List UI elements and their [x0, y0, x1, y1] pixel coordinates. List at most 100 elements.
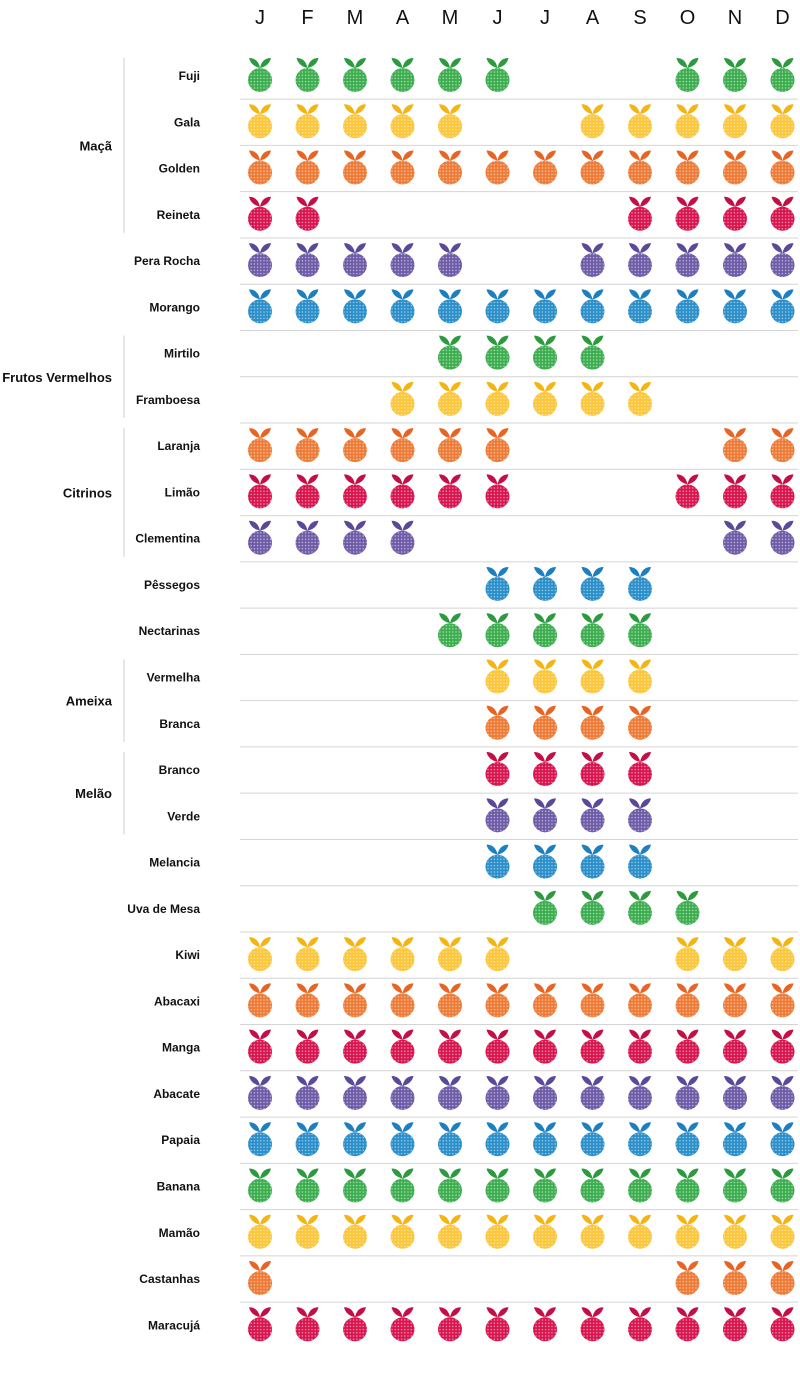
fruit-texture	[628, 669, 652, 694]
fruit-mark	[438, 1214, 462, 1249]
fruit-leaf	[450, 104, 461, 115]
fruit-leaf	[534, 983, 545, 994]
fruit-texture	[723, 68, 747, 92]
fruit-mark	[343, 937, 367, 972]
fruit-leaf	[687, 150, 699, 161]
fruit-texture	[770, 299, 795, 324]
fruit-mark	[723, 196, 747, 231]
fruit-leaf	[307, 1307, 319, 1318]
fruit-leaf	[581, 844, 593, 855]
fruit-texture	[485, 1178, 510, 1203]
fruit-leaf	[391, 937, 403, 948]
fruit-leaf	[439, 1168, 450, 1179]
fruit-leaf	[450, 243, 461, 254]
row-label: Maracujá	[148, 1318, 200, 1332]
fruit-texture	[343, 253, 367, 278]
fruit-leaf	[592, 613, 604, 624]
fruit-leaf	[640, 752, 651, 763]
fruit-leaf	[391, 983, 403, 994]
fruit-mark	[248, 243, 272, 278]
fruit-leaf	[687, 1122, 699, 1133]
fruit-leaf	[771, 1261, 783, 1272]
fruit-texture	[390, 391, 415, 416]
fruit-leaf	[545, 890, 556, 901]
group-label: Maçã	[79, 138, 112, 153]
fruit-texture	[438, 1178, 462, 1203]
fruit-leaf	[260, 428, 271, 439]
fruit-leaf	[640, 1122, 651, 1133]
fruit-leaf	[249, 1029, 260, 1040]
fruit-leaf	[640, 381, 651, 392]
fruit-leaf	[545, 566, 556, 577]
fruit-mark	[770, 983, 795, 1018]
fruit-leaf	[497, 983, 509, 994]
fruit-mark	[343, 289, 367, 324]
fruit-texture	[628, 1039, 652, 1064]
fruit-texture	[628, 762, 652, 787]
fruit-leaf	[344, 150, 355, 161]
fruit-leaf	[534, 289, 545, 300]
fruit-leaf	[771, 474, 783, 485]
fruit-leaf	[640, 289, 651, 300]
fruit-leaf	[307, 474, 319, 485]
fruit-mark	[770, 1168, 795, 1203]
row-label: Morango	[149, 300, 200, 314]
fruit-mark	[628, 196, 652, 231]
fruit-leaf	[534, 381, 545, 392]
fruit-leaf	[391, 474, 403, 485]
fruit-leaf	[439, 150, 450, 161]
fruit-leaf	[355, 937, 366, 948]
fruit-leaf	[307, 58, 319, 68]
fruit-leaf	[534, 566, 545, 577]
fruit-leaf	[486, 705, 498, 716]
fruit-leaf	[687, 474, 699, 485]
fruit-texture	[343, 68, 367, 92]
fruit-leaf	[355, 520, 366, 531]
fruit-texture	[723, 530, 747, 555]
fruit-mark	[675, 983, 700, 1018]
fruit-texture	[628, 1224, 652, 1249]
fruit-texture	[343, 160, 367, 185]
fruit-leaf	[592, 150, 604, 161]
fruit-leaf	[676, 243, 688, 254]
fruit-leaf	[676, 937, 688, 948]
fruit-mark	[295, 1307, 320, 1342]
month-label: D	[775, 7, 789, 29]
fruit-leaf	[307, 428, 319, 439]
fruit-leaf	[497, 381, 509, 392]
fruit-mark	[723, 937, 747, 972]
fruit-texture	[343, 1224, 367, 1249]
fruit-texture	[533, 854, 557, 879]
fruit-texture	[485, 1085, 510, 1110]
fruit-mark	[675, 150, 700, 185]
fruit-mark	[248, 1261, 272, 1296]
fruit-leaf	[439, 1307, 450, 1318]
fruit-texture	[580, 854, 605, 879]
fruit-texture	[675, 68, 700, 92]
fruit-texture	[295, 114, 320, 139]
fruit-mark	[343, 243, 367, 278]
fruit-leaf	[687, 1214, 699, 1225]
fruit-texture	[675, 253, 700, 278]
fruit-mark	[580, 1214, 605, 1249]
fruit-leaf	[782, 1214, 794, 1225]
fruit-leaf	[439, 474, 450, 485]
fruit-texture	[485, 1039, 510, 1064]
fruit-mark	[628, 752, 652, 787]
fruit-leaf	[355, 474, 366, 485]
fruit-mark	[343, 1214, 367, 1249]
fruit-mark	[675, 243, 700, 278]
fruit-texture	[438, 1224, 462, 1249]
fruit-leaf	[344, 1214, 355, 1225]
fruit-leaf	[782, 243, 794, 254]
fruit-texture	[770, 1224, 795, 1249]
fruit-mark	[438, 613, 462, 648]
fruit-mark	[770, 243, 795, 278]
month-label: N	[728, 7, 742, 29]
fruit-mark	[628, 1214, 652, 1249]
fruit-mark	[580, 104, 605, 139]
fruit-texture	[390, 253, 415, 278]
fruit-mark	[295, 243, 320, 278]
fruit-mark	[390, 520, 415, 555]
